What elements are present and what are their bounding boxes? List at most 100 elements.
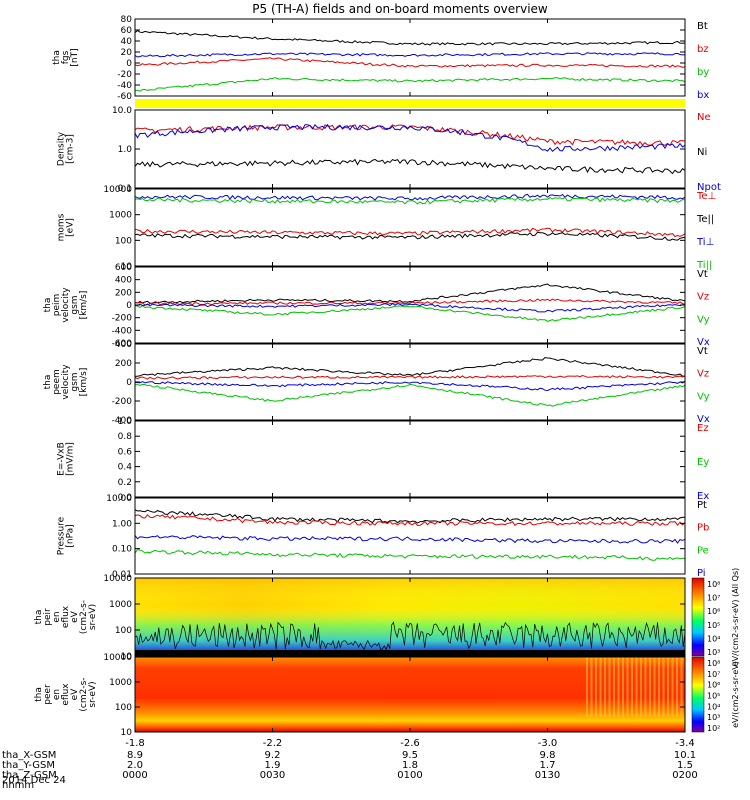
y-tick-label: 10000	[103, 185, 132, 195]
peer-streak	[608, 657, 611, 717]
legend-Vt: Vt	[697, 269, 708, 280]
y-axis-label-line: (cm2-s-	[79, 600, 89, 634]
y-tick-label: 0.2	[118, 478, 132, 488]
colorbar-tick-label: 10²	[707, 724, 720, 733]
y-tick-label: 80	[121, 15, 133, 25]
series-peim-Vt	[134, 283, 686, 304]
colorbar-tick-label: 10⁴	[707, 702, 720, 711]
legend-Ez: Ez	[697, 423, 709, 434]
legend-Pt: Pt	[697, 500, 707, 511]
y-axis-label-line: peem	[52, 369, 62, 395]
y-tick-label: 1000	[109, 600, 132, 610]
y-axis-label-line: en	[52, 689, 62, 700]
legend-Ni: Ni	[697, 147, 707, 158]
y-tick-label: -60	[117, 92, 132, 102]
legend-Vx: Vx	[697, 414, 710, 425]
colorbar-peir: 10⁸ 10⁷ 10⁶ 10⁵ 10⁴ 10³ eV/(cm2-s-sr-eV) (All …	[691, 568, 740, 666]
y-axis-label-line: Pressure	[57, 516, 67, 555]
series-temp-Te⊥	[134, 227, 686, 238]
y-tick-label: 10.0	[112, 106, 132, 116]
panel-peem: Vt Vz Vy Vx 400 200 0 -200 -400 tha peem velocity gs…	[43, 340, 710, 426]
panel-frame	[134, 497, 686, 575]
panel-frame	[134, 266, 686, 344]
legend-Ti⊥: Ti⊥	[696, 237, 714, 248]
y-tick-label: 10.00	[106, 494, 132, 504]
y-tick-label: 10000	[103, 653, 132, 663]
y-axis-label-line: Density	[57, 131, 67, 166]
series-pressure-Pt	[134, 509, 686, 524]
y-axis-label: tha fgs [nT]	[52, 48, 80, 66]
y-axis-label-line: peir	[43, 608, 53, 626]
y-tick-label: -200	[112, 397, 133, 407]
colorbar-tick-label: 10⁷	[707, 670, 720, 679]
colorbar-label: eV/(cm2-s-sr-eV)	[731, 661, 740, 728]
series-fgs-bx	[134, 52, 686, 58]
peer-streak	[599, 657, 602, 717]
x-row-value: 1.5	[677, 760, 693, 771]
series-temp-Te||	[134, 231, 686, 241]
series-pressure-Pi	[134, 535, 686, 544]
x-row-label: tha_Z-GSM	[2, 770, 57, 781]
x-row-label: tha_Y-GSM	[2, 760, 55, 771]
y-axis-label-line: gsm	[70, 295, 80, 314]
series-peem-Vz	[134, 374, 686, 380]
y-tick-label: -200	[112, 314, 133, 324]
y-axis-label-line: eflux	[61, 683, 71, 706]
y-axis-label-line: fgs	[61, 50, 71, 64]
x-row-value: 2.0	[127, 760, 143, 771]
peer-streak	[626, 657, 629, 717]
colorbar-tick-label: 10⁴	[707, 634, 720, 643]
x-row-value: 0030	[260, 770, 285, 781]
colorbar-tick-label: 10⁶	[707, 681, 720, 690]
peer-streak	[640, 657, 642, 717]
y-tick-label: 40	[121, 37, 133, 47]
y-tick-label: -40	[117, 81, 132, 91]
legend-bz: bz	[697, 44, 709, 55]
y-axis-label: moms [eV]	[57, 213, 76, 241]
legend-Pb: Pb	[697, 523, 709, 534]
legend-Pe: Pe	[697, 545, 709, 556]
y-tick-label: 0.6	[118, 447, 133, 457]
series-density-Npot	[134, 123, 686, 153]
y-tick-label: 200	[115, 288, 132, 298]
y-tick-label: 0	[126, 378, 132, 388]
peer-streak	[586, 657, 588, 717]
legend-Te||: Te||	[696, 214, 714, 225]
x-row-value: 10.1	[674, 750, 696, 761]
y-tick-label: 1000	[109, 211, 132, 221]
x-tick-label: -3.0	[538, 738, 558, 749]
y-axis-label-line: tha	[34, 687, 44, 702]
x-row-label: hhmm	[2, 780, 34, 791]
y-tick-label: 600	[115, 263, 132, 273]
series-fgs-by	[134, 77, 686, 92]
panel-frame	[134, 109, 686, 189]
y-tick-label: 1.0	[118, 145, 133, 155]
series-density-Ni	[134, 158, 686, 175]
x-row-value: 9.5	[402, 750, 418, 761]
y-axis-label-line: sr-eV)	[88, 604, 98, 630]
y-tick-label: 1.00	[112, 519, 132, 529]
legend-Ne: Ne	[697, 112, 711, 123]
peir-spectrogram-shading	[135, 578, 685, 656]
y-tick-label: 10	[121, 652, 133, 662]
y-tick-label: 10	[121, 728, 133, 738]
x-row-value: 1.7	[540, 760, 556, 771]
y-tick-label: 0.1	[118, 184, 132, 194]
y-tick-label: 10	[121, 262, 133, 272]
peer-streak	[671, 657, 674, 717]
colorbar-tick-label: 10⁵	[707, 621, 720, 630]
y-axis-label-line: [mV/m]	[66, 442, 76, 476]
y-axis-label-line: en	[52, 611, 62, 622]
series-pressure-Pb	[134, 513, 686, 527]
y-axis-label-line: velocity	[61, 364, 71, 400]
y-tick-label: 1000	[109, 678, 132, 688]
panel-temp: Te⊥ Te|| Ti⊥ Ti|| 10000 1000 100 10 moms [eV]	[57, 185, 717, 272]
y-tick-label: 100	[115, 703, 132, 713]
y-axis-label: tha peem velocity gsm [km/s]	[43, 364, 89, 400]
colorbar-tick-label: 10⁸	[707, 580, 720, 589]
y-axis-label: tha peim velocity gsm [km/s]	[43, 287, 89, 323]
series-fgs-bz	[134, 57, 686, 68]
y-axis-label-line: [km/s]	[79, 291, 89, 320]
